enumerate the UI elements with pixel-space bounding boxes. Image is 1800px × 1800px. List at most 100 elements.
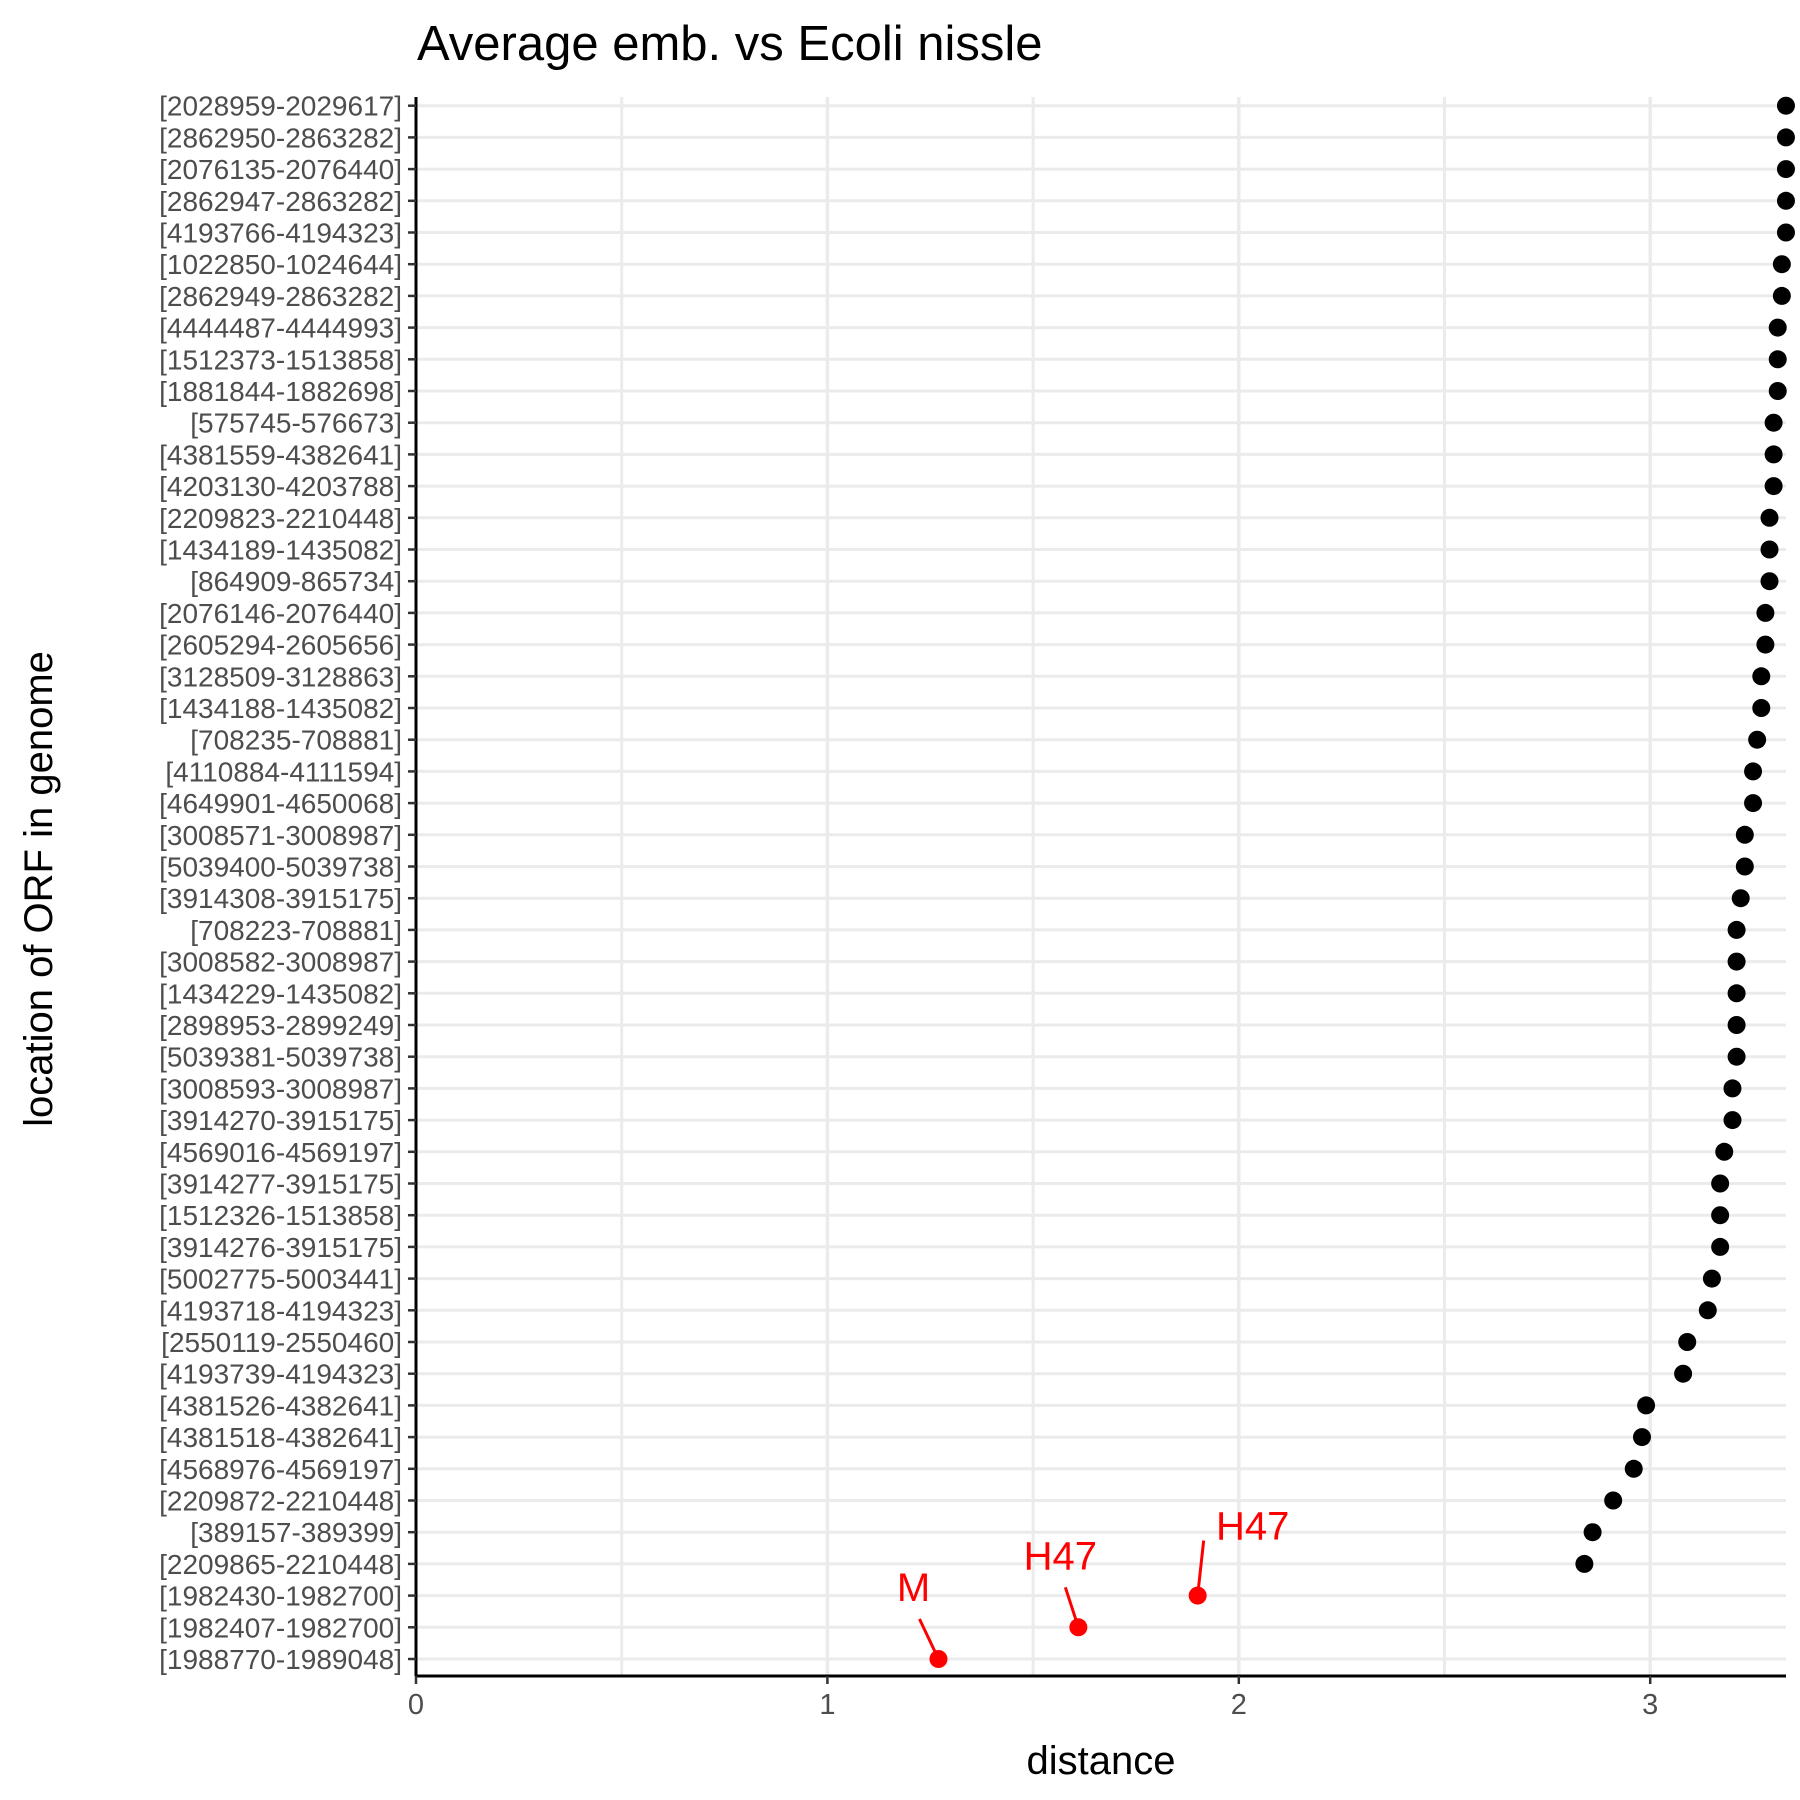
annotation-leader-line <box>1196 1540 1206 1596</box>
y-tick-label: [2898953-2899249] <box>159 1010 402 1041</box>
data-point <box>1760 572 1779 591</box>
y-tick-label: [2550119-2550460] <box>161 1327 402 1358</box>
y-tick-label: [2209872-2210448] <box>159 1486 402 1517</box>
y-tick-label: [3914277-3915175] <box>159 1169 402 1200</box>
y-tick-label: [2862950-2863282] <box>159 122 402 153</box>
data-point <box>1698 1301 1717 1320</box>
data-point <box>1731 889 1750 908</box>
data-point <box>1624 1459 1643 1478</box>
data-point <box>1723 1111 1742 1130</box>
y-tick-label: [3008571-3008987] <box>159 820 402 851</box>
x-tick-label: 2 <box>1231 1689 1247 1721</box>
data-point <box>1760 540 1779 559</box>
data-point <box>1715 1142 1734 1161</box>
y-tick-label: [1512373-1513858] <box>159 344 402 375</box>
chart-title: Average emb. vs Ecoli nissle <box>417 17 1043 71</box>
y-tick-label: [5039381-5039738] <box>159 1042 402 1073</box>
data-point <box>1727 1016 1746 1034</box>
y-tick-label: [3914270-3915175] <box>159 1105 402 1136</box>
y-tick-label: [4193739-4194323] <box>159 1359 402 1390</box>
x-tick-label: 3 <box>1642 1689 1658 1721</box>
y-tick-label: [2076135-2076440] <box>159 154 402 185</box>
data-point <box>1727 952 1746 971</box>
data-point <box>1735 857 1754 876</box>
data-point <box>1768 350 1787 369</box>
annotation-label: H47 <box>1216 1505 1289 1549</box>
x-tick-labels: 0 1 2 3 <box>408 1676 1658 1721</box>
y-tick-label: [1982407-1982700] <box>159 1612 402 1643</box>
points <box>929 96 1795 1668</box>
grid <box>416 97 1786 1676</box>
y-tick-label: [2605294-2605656] <box>159 630 402 661</box>
y-axis-title: location of ORF in genome <box>17 651 61 1127</box>
data-point <box>1748 730 1767 749</box>
y-tick-label: [1434188-1435082] <box>159 693 402 724</box>
x-tick-label: 1 <box>819 1689 835 1721</box>
y-tick-label: [2209865-2210448] <box>159 1549 402 1580</box>
data-point <box>1711 1206 1730 1225</box>
y-tick-label: [4110884-4111594] <box>165 756 402 787</box>
data-point <box>1637 1396 1656 1415</box>
y-tick-label: [389157-389399] <box>190 1517 402 1548</box>
y-tick-label: [3128509-3128863] <box>159 661 402 692</box>
y-tick-label: [5002775-5003441] <box>159 1264 402 1295</box>
x-tick-label: 0 <box>408 1689 424 1721</box>
data-point <box>1575 1554 1594 1573</box>
data-point <box>1723 1079 1742 1098</box>
y-tick-label: [575745-576673] <box>190 408 402 439</box>
y-tick-label: [4444487-4444993] <box>159 313 402 344</box>
data-point <box>1764 445 1783 464</box>
data-point <box>1776 128 1795 147</box>
data-point <box>1760 508 1779 527</box>
y-tick-label: [864909-865734] <box>190 566 402 597</box>
data-point <box>1711 1237 1730 1256</box>
y-tick-label: [3008582-3008987] <box>159 947 402 978</box>
y-tick-label: [2862947-2863282] <box>159 186 402 217</box>
x-axis-title: distance <box>1027 1739 1176 1783</box>
annotations: M H47 H47 <box>897 1505 1289 1660</box>
data-point <box>1752 667 1771 686</box>
data-point <box>1776 96 1795 115</box>
y-tick-label: [1022850-1024644] <box>159 249 402 280</box>
y-tick-label: [3914308-3915175] <box>159 883 402 914</box>
data-point <box>1702 1269 1721 1288</box>
y-tick-label: [1434189-1435082] <box>159 535 402 566</box>
data-point <box>1764 477 1783 496</box>
annotation-label: M <box>897 1566 930 1610</box>
highlighted-point <box>1188 1586 1207 1605</box>
highlighted-point <box>1069 1618 1088 1637</box>
y-tick-label: [2862949-2863282] <box>159 281 402 312</box>
y-tick-label: [708223-708881] <box>190 915 402 946</box>
y-tick-label: [4381518-4382641] <box>159 1422 402 1453</box>
y-tick-label: [1434229-1435082] <box>159 978 402 1009</box>
data-point <box>1735 825 1754 844</box>
highlighted-point <box>929 1650 948 1668</box>
y-tick-label: [1512326-1513858] <box>159 1200 402 1231</box>
y-tick-label: [2076146-2076440] <box>159 598 402 629</box>
annotation-label: H47 <box>1024 1534 1097 1578</box>
data-point <box>1776 223 1795 242</box>
data-point <box>1744 762 1763 781</box>
y-tick-label: [4649901-4650068] <box>159 788 402 819</box>
data-point <box>1674 1364 1693 1383</box>
data-point <box>1604 1491 1623 1510</box>
data-point <box>1632 1428 1651 1447</box>
y-tick-label: [4569016-4569197] <box>159 1137 402 1168</box>
data-point <box>1768 382 1787 400</box>
data-point <box>1756 603 1775 622</box>
y-tick-label: [708235-708881] <box>190 725 402 756</box>
y-tick-label: [5039400-5039738] <box>159 852 402 883</box>
data-point <box>1776 191 1795 210</box>
data-point <box>1678 1333 1697 1351</box>
y-tick-labels: [1988770-1989048][1982407-1982700][19824… <box>159 91 416 1675</box>
data-point <box>1727 984 1746 1003</box>
y-tick-label: [3008593-3008987] <box>159 1073 402 1104</box>
y-tick-label: [1988770-1989048] <box>159 1644 402 1675</box>
data-point <box>1727 1047 1746 1066</box>
data-point <box>1711 1174 1730 1193</box>
data-point <box>1776 160 1795 179</box>
y-tick-label: [1881844-1882698] <box>159 376 402 407</box>
data-point <box>1764 413 1783 432</box>
y-tick-label: [4381526-4382641] <box>159 1390 402 1421</box>
